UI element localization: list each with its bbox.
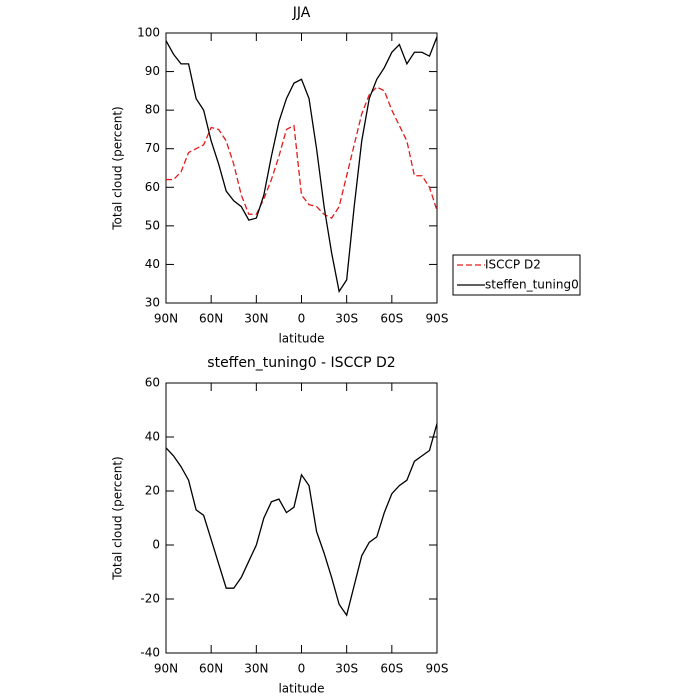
x-tick-label: 90N — [154, 312, 178, 326]
data-line — [166, 86, 438, 219]
y-tick-label: -20 — [140, 592, 160, 606]
chart-title: steffen_tuning0 - ISCCP D2 — [207, 355, 395, 371]
x-tick-label: 0 — [298, 312, 306, 326]
y-tick-label: 60 — [145, 376, 160, 390]
x-tick-label: 60N — [199, 312, 223, 326]
y-axis-label: Total cloud (percent) — [111, 106, 125, 230]
plot-frame — [165, 382, 438, 654]
data-line — [165, 36, 438, 294]
x-tick-label: 60S — [380, 662, 403, 676]
y-tick-label: 50 — [145, 218, 160, 232]
plot-frame — [165, 32, 438, 304]
x-tick-label: 60S — [380, 312, 403, 326]
y-tick-label: 0 — [152, 538, 160, 552]
y-tick-label: -40 — [140, 646, 160, 660]
legend-label: ISCCP D2 — [485, 258, 541, 272]
y-tick-label: 40 — [145, 257, 160, 271]
x-tick-label: 0 — [298, 662, 306, 676]
x-tick-label: 60N — [199, 662, 223, 676]
y-tick-label: 40 — [145, 430, 160, 444]
legend-box — [452, 254, 581, 296]
x-tick-label: 30S — [335, 662, 358, 676]
x-tick-label: 90S — [426, 662, 449, 676]
y-tick-label: 90 — [145, 64, 160, 78]
y-tick-label: 80 — [145, 103, 160, 117]
x-tick-label: 30N — [244, 312, 268, 326]
y-tick-label: 30 — [145, 296, 160, 310]
data-line — [165, 423, 438, 617]
x-axis-label: latitude — [278, 332, 324, 346]
x-tick-label: 90S — [426, 312, 449, 326]
y-tick-label: 20 — [145, 484, 160, 498]
legend-label: steffen_tuning0 — [485, 278, 579, 292]
x-axis-label: latitude — [278, 682, 324, 696]
x-tick-label: 90N — [154, 662, 178, 676]
x-tick-label: 30N — [244, 662, 268, 676]
y-tick-label: 70 — [145, 141, 160, 155]
x-tick-label: 30S — [335, 312, 358, 326]
y-axis-label: Total cloud (percent) — [111, 456, 125, 580]
y-tick-label: 60 — [145, 180, 160, 194]
chart-title: JJA — [292, 5, 311, 21]
y-tick-label: 100 — [137, 26, 160, 40]
